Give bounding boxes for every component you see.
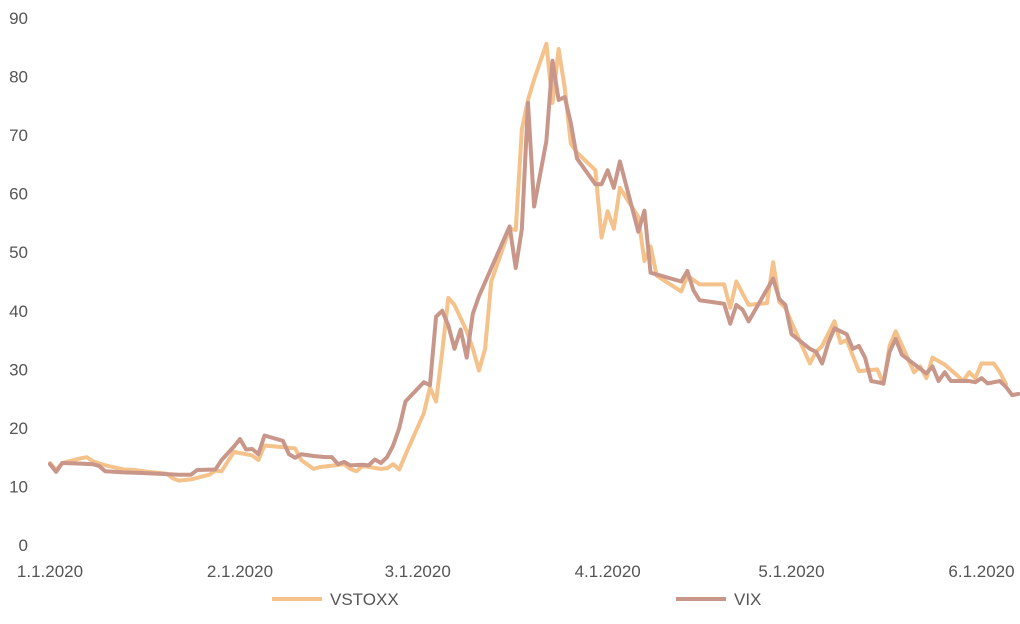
x-tick-label: 1.1.2020 bbox=[17, 562, 83, 581]
y-tick-label: 50 bbox=[9, 243, 28, 262]
y-tick-label: 70 bbox=[9, 126, 28, 145]
series-line-vix bbox=[48, 58, 1020, 477]
legend-label-vix: VIX bbox=[734, 590, 761, 609]
x-tick-label: 4.1.2020 bbox=[575, 562, 641, 581]
legend: VSTOXX VIX bbox=[272, 590, 761, 609]
x-axis-tick-labels: 1.1.2020 2.1.2020 3.1.2020 4.1.2020 5.1.2020… bbox=[17, 562, 1015, 581]
x-tick-label: 2.1.2020 bbox=[207, 562, 273, 581]
y-tick-label: 30 bbox=[9, 360, 28, 379]
y-axis-tick-labels: 0 10 20 30 40 50 60 70 80 90 bbox=[9, 9, 28, 555]
y-tick-label: 60 bbox=[9, 185, 28, 204]
y-tick-label: 80 bbox=[9, 68, 28, 87]
y-tick-label: 10 bbox=[9, 477, 28, 496]
y-tick-label: 0 bbox=[19, 536, 28, 555]
x-tick-label: 5.1.2020 bbox=[758, 562, 824, 581]
x-tick-label: 6.1.2020 bbox=[948, 562, 1014, 581]
series-lines bbox=[48, 41, 1020, 483]
y-tick-label: 40 bbox=[9, 302, 28, 321]
y-tick-label: 90 bbox=[9, 9, 28, 28]
x-tick-label: 3.1.2020 bbox=[385, 562, 451, 581]
series-line-vstoxx bbox=[48, 41, 1008, 483]
legend-label-vstoxx: VSTOXX bbox=[330, 590, 399, 609]
y-tick-label: 20 bbox=[9, 419, 28, 438]
